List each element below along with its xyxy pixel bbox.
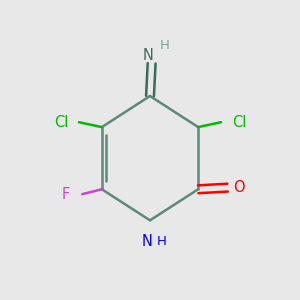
Text: F: F bbox=[62, 187, 70, 202]
Text: N: N bbox=[143, 48, 154, 63]
Text: Cl: Cl bbox=[54, 115, 68, 130]
Text: O: O bbox=[233, 180, 245, 195]
Text: H: H bbox=[157, 235, 166, 248]
Text: N: N bbox=[141, 234, 152, 249]
Text: Cl: Cl bbox=[232, 115, 246, 130]
Text: H: H bbox=[160, 39, 170, 52]
